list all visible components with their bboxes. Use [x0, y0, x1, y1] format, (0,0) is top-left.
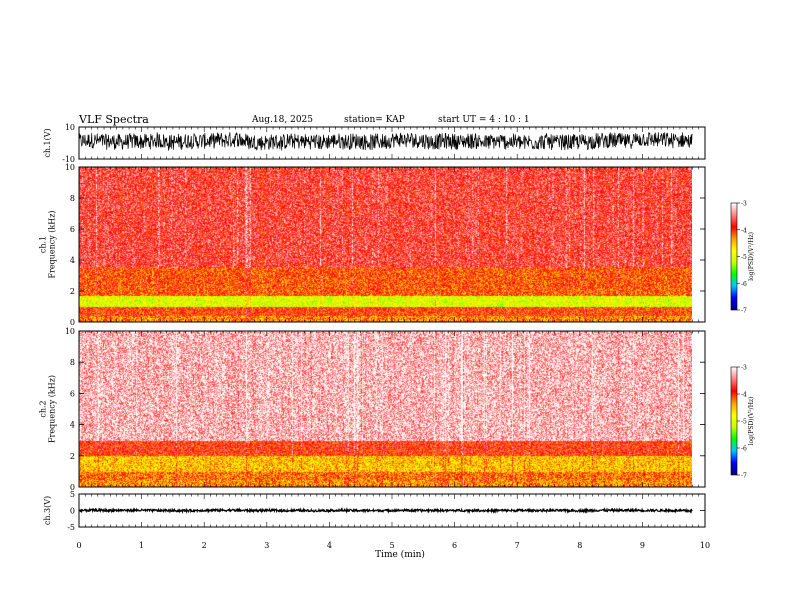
y-axis-label: ch.1Frequency (kHz): [39, 210, 57, 278]
y-axis-label: ch.1(V): [43, 128, 52, 157]
y-axis-label: ch.3(V): [43, 496, 52, 525]
waveform-trace: [78, 131, 693, 152]
y-tick-label: 10: [65, 123, 75, 132]
x-tick-label: 3: [264, 541, 269, 550]
x-axis-label: Time (min): [375, 549, 425, 560]
y-tick-label: 5: [70, 490, 75, 499]
colorbar-tick-label: -3: [741, 201, 747, 208]
x-tick-label: 6: [452, 541, 457, 550]
y-tick-label: 6: [70, 389, 75, 398]
y-tick-label: 6: [70, 225, 75, 234]
y-tick-label: 8: [70, 358, 75, 367]
colorbar-tick-label: -4: [741, 227, 747, 234]
ch2-spectrogram-panel: 0 2 4 6 8 10 ch.2Frequency (kHz): [39, 327, 706, 492]
ch1-panel: 10 -10 ch.1(V): [43, 123, 706, 164]
colorbar-ch1: -3 -4 -5 -6 -7 log(PSD)(V²/Hz): [730, 201, 755, 315]
spectrogram-image: [79, 167, 692, 322]
x-tick-label: 2: [202, 541, 207, 550]
y-axis-label-line: ch.3(V): [43, 496, 52, 525]
colorbar-tick-label: -5: [741, 254, 747, 261]
y-tick-label: 10: [65, 327, 75, 336]
y-tick-label: 10: [65, 163, 75, 172]
y-axis-label-line: Frequency (kHz): [48, 210, 57, 278]
x-tick-label: 5: [389, 541, 394, 550]
y-axis-label-line: ch.1(V): [43, 128, 52, 157]
colorbar-tick-label: -7: [741, 308, 747, 315]
colorbar-gradient: [731, 203, 737, 310]
y-tick-label: 8: [70, 194, 75, 203]
colorbar-tick-label: -3: [741, 365, 747, 372]
date-label: Aug.18, 2025: [252, 115, 313, 125]
y-axis-label-line: ch.2: [39, 400, 48, 417]
station-label: station= KAP: [344, 115, 405, 125]
plot-title: VLF Spectra: [79, 113, 149, 126]
x-tick-label: 10: [700, 541, 710, 550]
x-tick-label: 1: [139, 541, 144, 550]
colorbar-label: log(PSD)(V²/Hz): [748, 397, 755, 446]
x-tick-label: 8: [577, 541, 582, 550]
x-tick-label: 0: [76, 541, 81, 550]
time-axis: Time (min) 0 1 2 3 4 5 6 7 8 9 10: [76, 541, 710, 560]
y-tick-label: 4: [70, 421, 75, 430]
y-tick-label: -5: [67, 523, 75, 532]
colorbar-tick-label: -7: [741, 473, 747, 480]
x-tick-label: 9: [640, 541, 645, 550]
y-tick-label: 4: [70, 256, 75, 265]
y-tick-label: 0: [70, 507, 75, 516]
waveform-trace: [78, 507, 693, 515]
colorbar-label: log(PSD)(V²/Hz): [748, 232, 755, 281]
ch3-panel: 5 0 -5 ch.3(V): [43, 490, 706, 532]
start-time-label: start UT = 4 : 10 : 1: [438, 115, 530, 125]
colorbar-tick-label: -4: [741, 392, 747, 399]
y-axis-label-line: ch.1: [39, 236, 48, 253]
colorbar-gradient: [731, 367, 737, 475]
colorbar-tick-label: -5: [741, 419, 747, 426]
y-axis-label-line: Frequency (kHz): [48, 375, 57, 443]
y-tick-label: 0: [70, 483, 75, 492]
y-axis-label: ch.2Frequency (kHz): [39, 375, 57, 443]
y-tick-label: -10: [62, 155, 75, 164]
x-tick-label: 4: [327, 541, 332, 550]
y-tick-label: 2: [70, 452, 75, 461]
ch1-spectrogram-panel: 0 2 4 6 8 10 ch.1Frequency (kHz): [39, 163, 706, 327]
colorbar-tick-label: -6: [741, 281, 747, 288]
colorbar-tick-label: -6: [741, 446, 747, 453]
y-tick-label: 2: [70, 287, 75, 296]
spectrogram-image: [79, 331, 692, 487]
x-tick-label: 7: [515, 541, 520, 550]
colorbar-ch2: -3 -4 -5 -6 -7 log(PSD)(V²/Hz): [730, 365, 755, 480]
y-tick-label: 0: [70, 318, 75, 327]
